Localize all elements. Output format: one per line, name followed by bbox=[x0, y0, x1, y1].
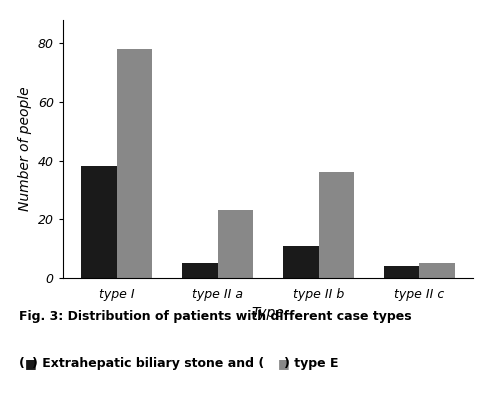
Text: ■: ■ bbox=[25, 357, 37, 370]
Text: (: ( bbox=[19, 357, 25, 370]
Text: ) type E: ) type E bbox=[284, 357, 339, 370]
Text: ) Extrahepatic biliary stone and (: ) Extrahepatic biliary stone and ( bbox=[32, 357, 264, 370]
Bar bbox=[82, 166, 117, 278]
Bar bbox=[318, 172, 354, 278]
Y-axis label: Number of people: Number of people bbox=[18, 87, 32, 211]
Bar bbox=[283, 246, 318, 278]
Bar bbox=[384, 266, 419, 278]
X-axis label: Type: Type bbox=[252, 306, 284, 320]
Bar bbox=[117, 49, 152, 278]
Text: Fig. 3: Distribution of patients with different case types: Fig. 3: Distribution of patients with di… bbox=[19, 310, 412, 323]
Bar bbox=[419, 263, 455, 278]
Text: ■: ■ bbox=[278, 357, 289, 370]
Bar bbox=[182, 263, 218, 278]
Bar bbox=[218, 210, 253, 278]
